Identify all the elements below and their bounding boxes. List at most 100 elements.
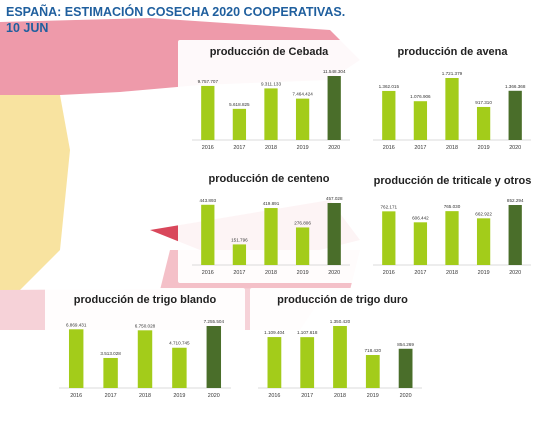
data-label-2016: 6.869.431 <box>66 322 87 327</box>
bar-2020 <box>327 76 341 140</box>
data-label-2018: 6.750.028 <box>135 323 156 328</box>
x-tick-label-2016: 2016 <box>70 393 82 399</box>
data-label-2018: 765.030 <box>444 204 461 209</box>
bar-2018 <box>137 330 153 388</box>
data-label-2019: 662.922 <box>475 211 492 216</box>
chart-panel-centeno: producción de centeno 443.893 2016 151.796… <box>178 165 360 283</box>
bar-2018 <box>264 88 278 140</box>
data-label-2020: 7.255.504 <box>204 319 225 324</box>
bar-2020 <box>508 90 522 140</box>
x-tick-label-2019: 2019 <box>367 393 379 399</box>
bar-chart-trigo-blando: 6.869.431 2016 3.513.028 2017 6.750.028 2018 4… <box>59 319 231 399</box>
chart-panel-cebada: producción de Cebada 9.757.707 2016 5.618.… <box>178 40 360 158</box>
bar-2019 <box>476 106 491 140</box>
data-label-2017: 1.107.618 <box>297 330 318 335</box>
x-tick-label-2017: 2017 <box>105 393 117 399</box>
bar-2019 <box>295 227 310 265</box>
bar-2018 <box>445 211 459 265</box>
bar-2016 <box>382 211 396 265</box>
bar-2019 <box>172 347 187 388</box>
data-label-2018: 1.350.420 <box>330 319 351 324</box>
chart-title: producción de trigo blando <box>73 294 217 306</box>
x-tick-label-2020: 2020 <box>208 393 220 399</box>
chart-title: producción de Cebada <box>209 46 329 58</box>
data-label-2020: 854.269 <box>397 342 414 347</box>
bar-chart-avena: 1.362.015 2016 1.076.906 2017 1.721.379 2018 9… <box>373 71 531 151</box>
bar-chart-trigo-duro: 1.109.404 2016 1.107.618 2017 1.350.420 2018 7… <box>258 319 422 399</box>
bar-2016 <box>382 90 396 140</box>
x-tick-label-2018: 2018 <box>446 145 458 151</box>
data-label-2019: 917.310 <box>475 100 492 105</box>
bar-2018 <box>264 208 278 265</box>
bar-2017 <box>232 108 247 140</box>
data-label-2019: 4.710.745 <box>169 341 190 346</box>
data-label-2017: 1.076.906 <box>410 94 431 99</box>
x-tick-label-2018: 2018 <box>446 270 458 276</box>
chart-panel-avena: producción de avena 1.362.015 2016 1.076.9… <box>365 40 540 158</box>
data-label-2016: 1.362.015 <box>379 84 400 89</box>
bar-2018 <box>333 326 347 388</box>
bar-2018 <box>445 78 459 140</box>
data-label-2020: 11.548.304 <box>323 69 346 74</box>
data-label-2016: 443.893 <box>199 198 216 203</box>
bar-2017 <box>300 337 315 388</box>
title-line-2: 10 JUN <box>6 21 49 35</box>
data-label-2017: 3.513.028 <box>100 351 121 356</box>
chart-title: producción de trigo duro <box>277 294 408 306</box>
x-tick-label-2016: 2016 <box>268 393 280 399</box>
x-tick-label-2019: 2019 <box>297 145 309 151</box>
data-label-2017: 151.796 <box>231 237 248 242</box>
map-region-west <box>0 95 70 300</box>
x-tick-label-2017: 2017 <box>233 270 245 276</box>
data-label-2018: 419.891 <box>263 201 280 206</box>
bar-2019 <box>295 98 310 140</box>
bar-chart-cebada: 9.757.707 2016 5.618.825 2017 9.311.133 2018 7… <box>192 69 350 151</box>
x-tick-label-2016: 2016 <box>383 145 395 151</box>
bar-2020 <box>508 205 522 265</box>
x-tick-label-2020: 2020 <box>328 145 340 151</box>
chart-panel-triticale: producción de triticale y otros 762.171 2… <box>365 165 540 283</box>
x-tick-label-2020: 2020 <box>328 270 340 276</box>
chart-panel-trigo-blando: producción de trigo blando 6.869.431 2016… <box>45 288 245 408</box>
x-tick-label-2017: 2017 <box>301 393 313 399</box>
bar-2019 <box>476 218 491 265</box>
data-label-2020: 1.366.368 <box>505 84 526 89</box>
bar-2016 <box>68 329 84 388</box>
data-label-2017: 606.442 <box>412 215 429 220</box>
x-tick-label-2018: 2018 <box>334 393 346 399</box>
x-tick-label-2020: 2020 <box>509 145 521 151</box>
data-label-2020: 457.028 <box>326 196 343 201</box>
bar-chart-centeno: 443.893 2016 151.796 2017 419.891 2018 276.806… <box>192 196 350 276</box>
x-tick-label-2018: 2018 <box>139 393 151 399</box>
data-label-2016: 9.757.707 <box>198 79 219 84</box>
x-tick-label-2016: 2016 <box>202 270 214 276</box>
data-label-2018: 1.721.379 <box>442 71 463 76</box>
bar-2020 <box>206 326 222 388</box>
bar-2016 <box>201 204 215 265</box>
title-line-1: ESPAÑA: ESTIMACIÓN COSECHA 2020 COOPERAT… <box>6 5 346 19</box>
x-tick-label-2019: 2019 <box>478 145 490 151</box>
chart-title: producción de avena <box>397 46 508 58</box>
x-tick-label-2020: 2020 <box>509 270 521 276</box>
data-label-2019: 7.464.424 <box>292 92 313 97</box>
bar-2017 <box>103 357 118 388</box>
page-title: ESPAÑA: ESTIMACIÓN COSECHA 2020 COOPERAT… <box>6 4 345 36</box>
x-tick-label-2019: 2019 <box>297 270 309 276</box>
bar-2017 <box>413 101 428 140</box>
chart-panel-trigo-duro: producción de trigo duro 1.109.404 2016 1.… <box>250 288 435 408</box>
chart-title: producción de triticale y otros <box>373 175 532 187</box>
x-tick-label-2019: 2019 <box>173 393 185 399</box>
data-label-2016: 1.109.404 <box>264 330 285 335</box>
bar-chart-triticale: 762.171 2016 606.442 2017 765.030 2018 662.922… <box>373 198 531 276</box>
bar-2017 <box>232 244 247 265</box>
x-tick-label-2020: 2020 <box>400 393 412 399</box>
x-tick-label-2017: 2017 <box>414 145 426 151</box>
bar-2020 <box>398 348 413 388</box>
data-label-2018: 9.311.133 <box>261 81 282 86</box>
data-label-2017: 5.618.825 <box>229 102 250 107</box>
chart-title: producción de centeno <box>208 173 330 185</box>
x-tick-label-2016: 2016 <box>202 145 214 151</box>
x-tick-label-2019: 2019 <box>478 270 490 276</box>
bar-2017 <box>413 222 428 265</box>
bar-2020 <box>327 203 341 265</box>
